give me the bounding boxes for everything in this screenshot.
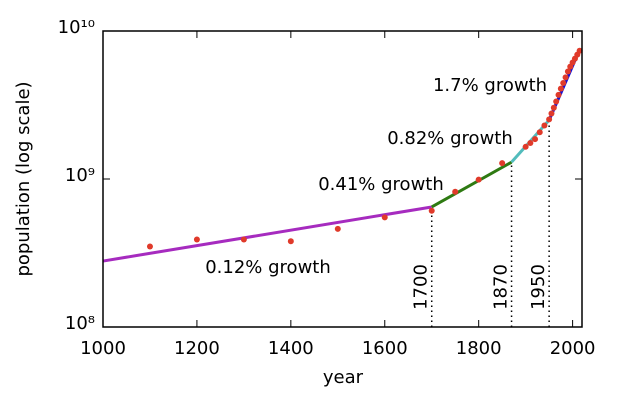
data-point — [553, 98, 560, 105]
data-point — [428, 207, 435, 214]
data-point — [564, 68, 571, 75]
data-point — [532, 136, 539, 143]
y-tick-label: 10⁸ — [65, 313, 95, 334]
data-point — [548, 110, 555, 117]
data-point — [193, 236, 200, 243]
y-tick-label: 10⁹ — [65, 165, 95, 186]
data-point — [452, 188, 459, 195]
data-point — [536, 129, 543, 136]
x-tick-label: 2000 — [550, 338, 596, 359]
growth-line — [102, 205, 432, 263]
y-tick-label: 10¹⁰ — [58, 17, 95, 38]
growth-line — [430, 160, 513, 209]
x-tick-label: 1000 — [80, 338, 126, 359]
data-point — [381, 214, 388, 221]
data-point — [576, 47, 583, 54]
data-point — [240, 236, 247, 243]
data-point — [560, 80, 567, 87]
marker-label: 1950 — [528, 264, 549, 310]
y-axis-label: population (log scale) — [13, 81, 34, 276]
data-point — [527, 140, 534, 147]
data-point — [550, 104, 557, 111]
data-point — [287, 238, 294, 245]
growth-label: 1.7% growth — [433, 75, 547, 96]
data-point — [334, 225, 341, 232]
data-point — [146, 243, 153, 250]
x-axis-label: year — [323, 367, 364, 388]
growth-label: 0.82% growth — [387, 128, 513, 149]
marker-label: 1870 — [491, 264, 512, 310]
growth-label: 0.41% growth — [318, 174, 444, 195]
x-tick-label: 1600 — [362, 338, 408, 359]
x-tick-label: 1400 — [268, 338, 314, 359]
data-point — [499, 160, 506, 167]
data-point — [555, 91, 562, 98]
data-point — [557, 85, 564, 92]
x-tick-label: 1200 — [174, 338, 220, 359]
data-point — [562, 74, 569, 81]
growth-label: 0.12% growth — [205, 257, 331, 278]
data-point — [475, 176, 482, 183]
data-point — [541, 122, 548, 129]
marker-label: 1700 — [411, 264, 432, 310]
plot-frame — [102, 30, 583, 328]
x-tick-label: 1800 — [456, 338, 502, 359]
data-point — [522, 143, 529, 150]
data-point — [546, 116, 553, 123]
